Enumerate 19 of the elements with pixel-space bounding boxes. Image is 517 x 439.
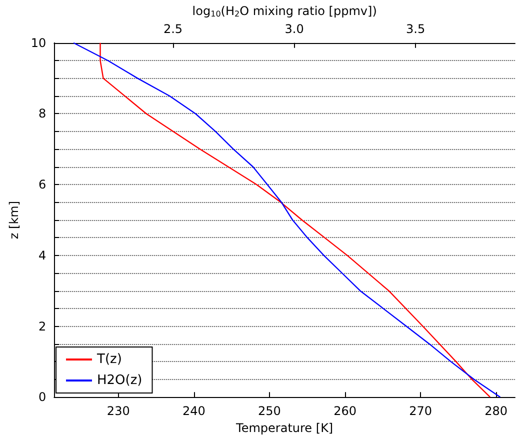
- y-tick-label: 8: [38, 106, 46, 121]
- y-tick-label: 6: [38, 178, 46, 192]
- x-tick-label: 250: [258, 404, 281, 418]
- legend-label: H2O(z): [97, 373, 142, 388]
- x-tick-label: 240: [182, 404, 206, 418]
- y-axis-title: z [km]: [7, 200, 21, 240]
- y-tick-label: 2: [38, 319, 46, 334]
- x-axis-title: Temperature [K]: [235, 421, 334, 435]
- x2-tick-label: 2.5: [163, 22, 183, 36]
- x2-tick-label: 3.0: [284, 22, 304, 36]
- x2-tick-label: 3.5: [406, 22, 426, 36]
- y-tick-label: 4: [38, 248, 46, 262]
- x-tick-label: 280: [484, 404, 508, 418]
- y-tick-label: 0: [38, 390, 46, 404]
- x-tick-label: 270: [409, 404, 432, 418]
- x-tick-label: 230: [106, 404, 130, 418]
- legend-label: T(z): [96, 352, 122, 367]
- x-tick-label: 260: [334, 404, 356, 418]
- y-tick-label: 10: [30, 36, 46, 50]
